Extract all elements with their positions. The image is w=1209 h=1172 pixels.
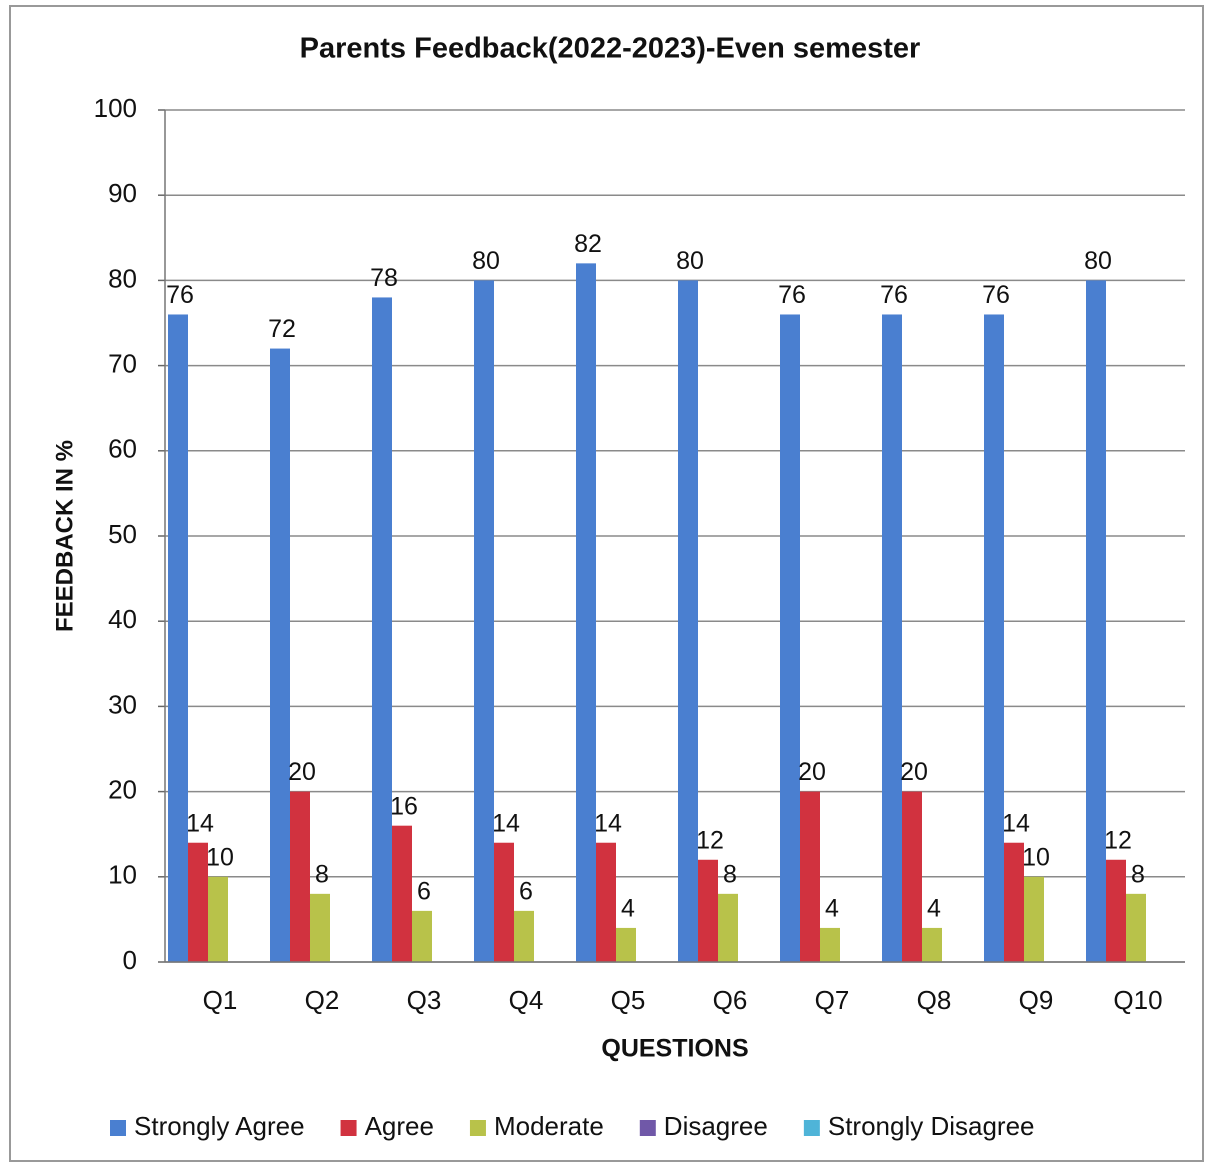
bar [820,927,840,962]
bar [372,297,392,962]
bar [474,280,494,962]
bar [392,825,412,962]
data-label: 20 [288,758,316,786]
data-label: 78 [370,264,398,292]
legend-label: Disagree [664,1111,768,1141]
bar [290,791,310,962]
bar [698,859,718,962]
data-label: 80 [676,247,704,275]
chart-border [9,5,1204,1162]
y-tick-label: 0 [123,945,137,975]
bar [514,910,534,962]
y-tick-label: 90 [108,178,137,208]
data-label: 20 [798,758,826,786]
legend-swatch [803,1120,820,1136]
legend-swatch [639,1120,656,1136]
y-tick-label: 30 [108,689,137,719]
bar [168,314,188,963]
legend-swatch [469,1120,486,1136]
data-label: 10 [1022,843,1050,871]
x-tick-label: Q4 [509,985,544,1015]
data-label: 76 [778,281,806,309]
bar [270,348,290,962]
bar [1106,859,1126,962]
data-label: 82 [574,230,602,258]
x-tick-label: Q8 [917,985,952,1015]
x-tick-label: Q10 [1113,985,1162,1015]
legend-swatch [340,1120,357,1136]
data-label: 76 [982,281,1010,309]
data-label: 14 [594,809,622,837]
bar [596,842,616,962]
y-tick-label: 40 [108,604,137,634]
data-label: 4 [621,895,635,923]
bar [1024,876,1044,962]
x-tick-label: Q2 [305,985,340,1015]
data-label: 14 [492,809,520,837]
bar [800,791,820,962]
y-tick-label: 70 [108,348,137,378]
data-label: 76 [880,281,908,309]
data-label: 10 [206,843,234,871]
data-label: 12 [1104,826,1132,854]
y-tick-label: 100 [94,93,137,123]
legend-swatch [110,1120,126,1136]
data-label: 8 [723,860,737,888]
bar [718,893,738,962]
legend-label: Agree [365,1111,434,1141]
bar [984,314,1004,963]
y-tick-label: 10 [108,860,137,890]
data-label: 4 [825,895,839,923]
data-label: 72 [268,315,296,343]
data-label: 8 [315,860,329,888]
data-label: 80 [1084,247,1112,275]
data-label: 4 [927,895,941,923]
bar [494,842,514,962]
x-tick-label: Q5 [611,985,646,1015]
y-tick-label: 50 [108,519,137,549]
x-tick-label: Q1 [203,985,238,1015]
bar [678,280,698,962]
bar [1004,842,1024,962]
data-label: 8 [1131,860,1145,888]
bar [1126,893,1146,962]
bar [1086,280,1106,962]
bar [616,927,636,962]
data-label: 76 [166,281,194,309]
data-label: 12 [696,826,724,854]
legend-label: Moderate [494,1111,604,1141]
bar [902,791,922,962]
data-label: 14 [186,809,214,837]
data-label: 20 [900,758,928,786]
data-label: 16 [390,792,418,820]
bar [882,314,902,963]
x-tick-label: Q7 [815,985,850,1015]
data-label: 80 [472,247,500,275]
bar [412,910,432,962]
data-label: 6 [417,877,431,905]
data-label: 6 [519,877,533,905]
x-tick-label: Q6 [713,985,748,1015]
legend-label: Strongly Disagree [828,1111,1035,1141]
y-tick-label: 60 [108,434,137,464]
y-tick-label: 20 [108,774,137,804]
bar [310,893,330,962]
bar [208,876,228,962]
bar [188,842,208,962]
bar [922,927,942,962]
legend-label: Strongly Agree [134,1111,305,1141]
y-tick-label: 80 [108,263,137,293]
bar [576,263,596,962]
x-tick-label: Q9 [1019,985,1054,1015]
x-tick-label: Q3 [407,985,442,1015]
x-axis-title: QUESTIONS [601,1035,748,1063]
bar [780,314,800,963]
data-label: 14 [1002,809,1030,837]
y-axis-title: FEEDBACK IN % [51,440,78,632]
chart-title: Parents Feedback(2022-2023)-Even semeste… [300,33,921,65]
